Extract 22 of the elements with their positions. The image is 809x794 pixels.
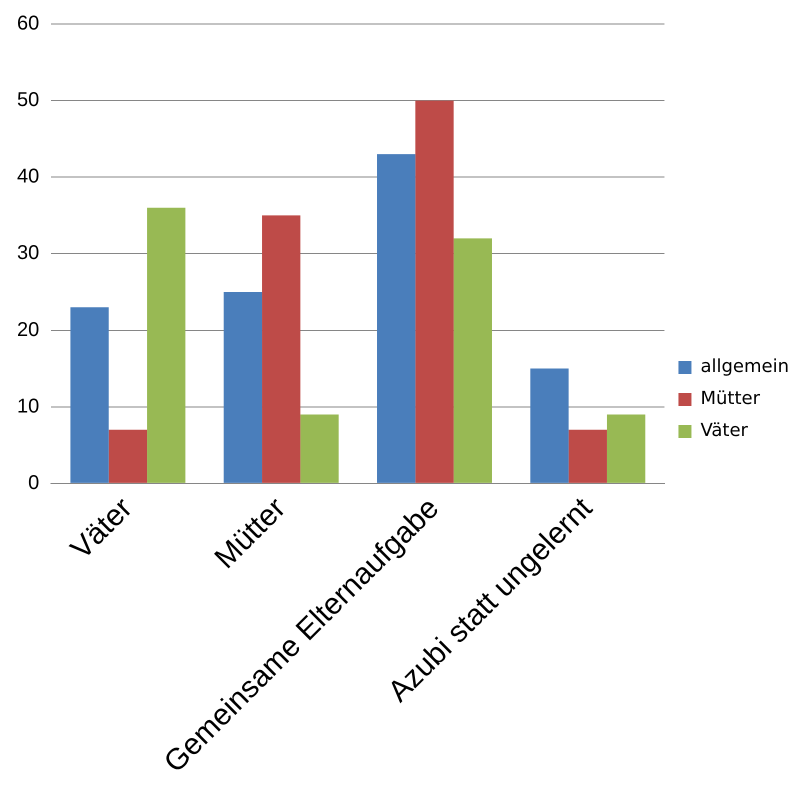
- legend-label: allgemein: [700, 356, 790, 378]
- y-tick-label: 40: [16, 166, 40, 188]
- bar: [415, 100, 454, 483]
- bar: [454, 238, 492, 483]
- bar: [300, 414, 339, 483]
- bar: [108, 430, 148, 483]
- bar: [568, 430, 607, 483]
- bar: [262, 215, 300, 483]
- y-tick-label: 60: [16, 12, 40, 35]
- bar: [70, 307, 109, 483]
- bar: [606, 414, 646, 483]
- bar: [224, 292, 262, 483]
- y-tick-label: 20: [16, 318, 40, 341]
- bar: [530, 368, 569, 483]
- bar: [377, 154, 416, 483]
- bar: [147, 208, 186, 483]
- legend-label: Väter: [700, 420, 749, 442]
- y-tick-label: 0: [28, 472, 40, 494]
- legend-label: Mütter: [700, 388, 761, 410]
- y-tick-label: 10: [16, 395, 40, 418]
- y-tick-label: 50: [16, 89, 40, 112]
- y-tick-label: 30: [16, 242, 40, 264]
